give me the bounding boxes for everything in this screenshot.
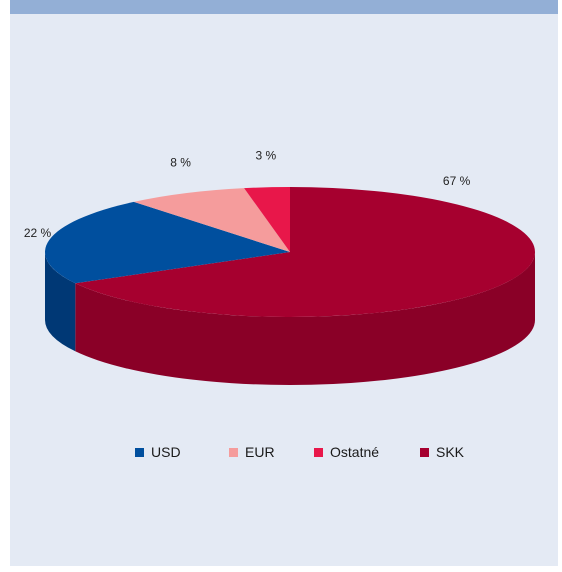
legend-swatch-usd [135,447,144,457]
legend-label-ostatne: Ostatné [330,444,380,460]
pie-chart: 67 % 22 % 8 % 3 % [24,148,536,385]
legend-swatch-ostatne [314,447,323,457]
pie-label-eur: 8 % [170,156,191,170]
legend-item-usd: USD [135,444,181,460]
pie-slice-eur [133,188,290,252]
legend-label-skk: SKK [436,444,465,460]
pie-slice-skk [75,187,536,317]
pie-labels: 67 % 22 % 8 % 3 % [24,148,471,240]
chart-frame: 67 % 22 % 8 % 3 % USD EUR Ostatné SKK [10,0,558,566]
pie-slice-ostatné [244,187,290,252]
legend-label-eur: EUR [245,444,275,460]
pie-sides [45,252,536,385]
pie-tops [45,187,536,317]
pie-slice-usd [45,201,290,284]
legend-item-ostatne: Ostatné [314,444,379,460]
legend-label-usd: USD [151,444,181,460]
legend-item-skk: SKK [420,444,464,460]
header-band [10,0,558,14]
legend-swatch-skk [420,447,429,457]
legend: USD EUR Ostatné SKK [10,444,558,464]
pie-label-usd: 22 % [24,226,52,240]
legend-swatch-eur [229,447,238,457]
pie-side-skk [75,252,536,385]
pie-side-usd [45,252,76,352]
pie-label-ostatné: 3 % [255,148,276,162]
pie-label-skk: 67 % [443,174,471,188]
legend-item-eur: EUR [229,444,275,460]
